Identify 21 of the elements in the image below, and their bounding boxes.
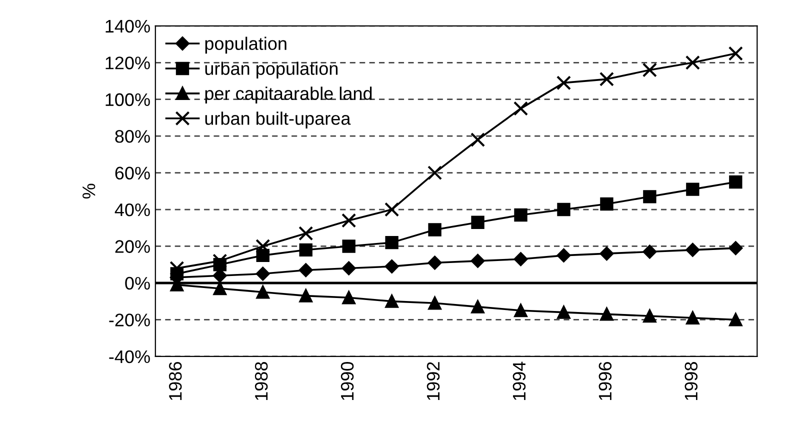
y-tick-label: 140%: [106, 20, 150, 33]
y-axis-title: %: [82, 184, 96, 199]
y-tick-label: 0%: [125, 276, 150, 290]
legend-label: urban population: [205, 62, 338, 79]
legend-label: urban built-uparea: [205, 112, 351, 128]
y-tick-label: 120%: [106, 56, 150, 70]
x-tick-label: 1992: [426, 362, 440, 400]
x-tick-label: 1990: [340, 362, 354, 400]
y-tick-label: -20%: [109, 314, 150, 326]
y-tick-label: 60%: [115, 166, 150, 180]
legend-label: population: [205, 36, 286, 54]
y-tick-label: 100%: [106, 93, 150, 106]
x-tick-label: 1994: [512, 362, 526, 400]
x-tick-label: 1998: [684, 362, 698, 400]
x-tick-label: 1988: [254, 362, 268, 400]
x-tick-label: 1986: [168, 362, 182, 400]
y-tick-label: 40%: [114, 203, 150, 216]
y-tick-label: 20%: [115, 240, 150, 253]
y-tick-label: 80%: [115, 130, 150, 143]
y-tick-label: -40%: [109, 350, 150, 364]
x-tick-label: 1996: [598, 362, 612, 400]
